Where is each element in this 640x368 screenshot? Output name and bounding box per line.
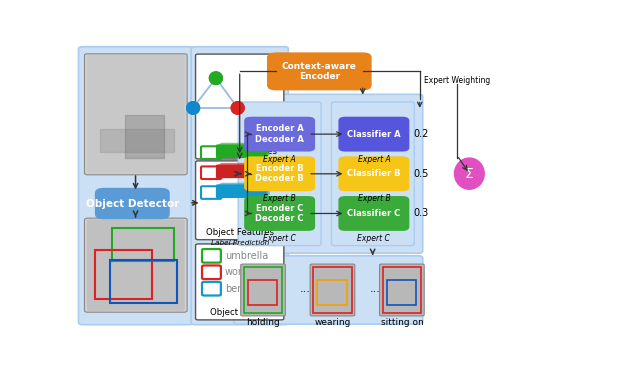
Bar <box>387 280 416 305</box>
FancyBboxPatch shape <box>95 188 170 219</box>
Text: Object Features: Object Features <box>205 228 274 237</box>
Text: Expert A: Expert A <box>263 155 296 164</box>
Bar <box>95 250 152 299</box>
FancyBboxPatch shape <box>196 161 284 240</box>
Polygon shape <box>218 163 270 166</box>
Text: Expert Weighting: Expert Weighting <box>424 77 490 85</box>
Text: Classifier A: Classifier A <box>347 130 401 139</box>
Ellipse shape <box>231 102 244 114</box>
Ellipse shape <box>209 71 223 85</box>
Polygon shape <box>218 143 270 145</box>
FancyBboxPatch shape <box>238 102 321 245</box>
FancyBboxPatch shape <box>201 146 221 159</box>
FancyBboxPatch shape <box>216 184 268 198</box>
Bar <box>248 280 277 305</box>
Text: Label Prediction: Label Prediction <box>211 240 269 246</box>
Ellipse shape <box>231 101 244 114</box>
FancyBboxPatch shape <box>201 166 221 179</box>
Text: bench: bench <box>225 284 255 294</box>
Text: Classifier C: Classifier C <box>348 209 401 218</box>
FancyBboxPatch shape <box>244 117 315 152</box>
Text: Expert C: Expert C <box>263 234 296 243</box>
FancyBboxPatch shape <box>241 264 285 316</box>
Text: Classifier B: Classifier B <box>347 169 401 178</box>
FancyBboxPatch shape <box>310 264 355 316</box>
Ellipse shape <box>187 102 200 114</box>
FancyBboxPatch shape <box>87 220 185 311</box>
Ellipse shape <box>209 72 222 84</box>
FancyBboxPatch shape <box>216 164 268 178</box>
Bar <box>110 259 177 304</box>
Text: Relation Features: Relation Features <box>202 146 277 156</box>
FancyBboxPatch shape <box>267 52 372 91</box>
FancyBboxPatch shape <box>216 145 268 158</box>
Text: Encoder A
Decoder A: Encoder A Decoder A <box>255 124 304 144</box>
Ellipse shape <box>186 101 200 114</box>
Text: Expert B: Expert B <box>358 194 390 204</box>
FancyBboxPatch shape <box>380 264 424 316</box>
Text: sitting on: sitting on <box>381 318 423 327</box>
Text: Expert B: Expert B <box>263 194 296 204</box>
Ellipse shape <box>231 102 244 114</box>
Polygon shape <box>218 183 270 185</box>
Text: Object Detector: Object Detector <box>86 199 179 209</box>
Ellipse shape <box>187 102 200 114</box>
Ellipse shape <box>209 72 222 84</box>
FancyBboxPatch shape <box>339 117 410 152</box>
FancyBboxPatch shape <box>196 54 284 159</box>
Text: umbrella: umbrella <box>225 251 268 261</box>
FancyBboxPatch shape <box>234 256 423 324</box>
FancyBboxPatch shape <box>201 186 221 199</box>
Bar <box>112 228 174 261</box>
Text: Object Labels: Object Labels <box>211 308 269 317</box>
FancyBboxPatch shape <box>339 156 410 191</box>
Text: Context-aware
Encoder: Context-aware Encoder <box>282 62 356 81</box>
FancyBboxPatch shape <box>191 47 289 325</box>
Text: wearing: wearing <box>314 318 351 327</box>
FancyBboxPatch shape <box>202 249 221 263</box>
Polygon shape <box>266 183 270 197</box>
FancyBboxPatch shape <box>202 282 221 296</box>
FancyBboxPatch shape <box>202 265 221 279</box>
Text: 0.3: 0.3 <box>413 208 429 219</box>
Text: woman: woman <box>225 267 260 277</box>
Text: Expert C: Expert C <box>358 234 390 243</box>
FancyBboxPatch shape <box>87 55 185 173</box>
FancyBboxPatch shape <box>84 54 187 175</box>
FancyBboxPatch shape <box>332 102 414 245</box>
FancyBboxPatch shape <box>244 156 315 191</box>
FancyBboxPatch shape <box>339 196 410 231</box>
FancyBboxPatch shape <box>244 196 315 231</box>
Text: ...: ... <box>300 284 311 294</box>
Bar <box>244 266 282 314</box>
Bar <box>317 280 347 305</box>
Bar <box>313 266 352 314</box>
Bar <box>383 266 421 314</box>
Text: ...: ... <box>370 284 381 294</box>
Ellipse shape <box>454 158 484 189</box>
Text: Encoder C
Decoder C: Encoder C Decoder C <box>255 204 304 223</box>
Polygon shape <box>266 163 270 177</box>
Polygon shape <box>266 143 270 157</box>
Text: holding: holding <box>246 318 280 327</box>
Text: 0.5: 0.5 <box>413 169 429 179</box>
Text: Encoder B
Decoder B: Encoder B Decoder B <box>255 164 304 184</box>
FancyBboxPatch shape <box>234 94 423 253</box>
Text: Expert A: Expert A <box>358 155 390 164</box>
FancyBboxPatch shape <box>84 218 187 312</box>
FancyBboxPatch shape <box>196 244 284 320</box>
FancyBboxPatch shape <box>79 47 193 325</box>
Text: 0.2: 0.2 <box>413 129 429 139</box>
Text: $\Sigma$: $\Sigma$ <box>465 167 474 181</box>
